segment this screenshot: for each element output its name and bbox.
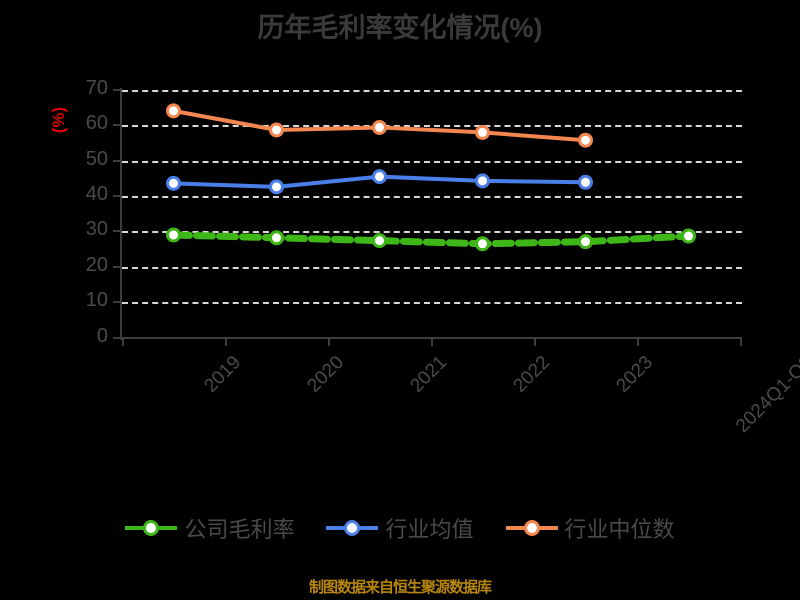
gridline [122, 231, 742, 234]
data-point-marker[interactable] [475, 124, 490, 140]
y-axis-tick [113, 301, 122, 304]
legend-label: 公司毛利率 [184, 517, 295, 542]
y-axis-tick [113, 124, 122, 127]
x-axis-tick [740, 338, 742, 346]
gridline [122, 160, 742, 163]
legend-item-1[interactable]: 行业均值 [326, 512, 474, 544]
series-2 [166, 103, 593, 148]
chart-footnote: 制图数据来自恒生聚源数据库 [308, 579, 492, 596]
legend-label: 行业均值 [385, 517, 474, 542]
legend-item-2[interactable]: 行业中位数 [505, 512, 675, 544]
y-axis-line [120, 88, 122, 340]
data-point-marker[interactable] [578, 174, 593, 190]
x-axis-tick [534, 338, 536, 346]
y-axis-tick [113, 265, 122, 268]
y-axis-tick [113, 336, 122, 339]
data-point-marker[interactable] [372, 119, 387, 135]
y-axis-tick [113, 195, 122, 198]
data-point-marker[interactable] [578, 234, 593, 250]
data-point-marker[interactable] [475, 173, 490, 189]
y-axis-label: 50 [85, 147, 108, 170]
data-point-marker[interactable] [578, 132, 593, 148]
series-0 [166, 227, 696, 252]
gridline [122, 125, 742, 128]
data-point-marker[interactable] [269, 122, 284, 138]
data-point-marker[interactable] [166, 227, 181, 243]
legend-marker-icon [143, 520, 160, 536]
y-axis-tick [113, 89, 122, 91]
legend-swatch [125, 520, 178, 536]
chart-title: 历年毛利率变化情况(%) [257, 13, 543, 43]
legend-marker-icon [523, 520, 540, 536]
data-point-marker[interactable] [269, 179, 284, 195]
data-point-marker[interactable] [372, 233, 387, 249]
gridline [122, 196, 742, 199]
data-point-marker[interactable] [166, 175, 181, 191]
gridline [122, 302, 742, 305]
gridline [122, 90, 742, 92]
y-axis-label: 70 [85, 77, 108, 99]
data-point-marker[interactable] [475, 236, 490, 252]
series-1 [166, 169, 593, 195]
data-point-marker[interactable] [166, 103, 181, 119]
legend-item-0[interactable]: 公司毛利率 [125, 512, 294, 544]
x-axis-tick [637, 338, 639, 346]
y-axis-tick [113, 159, 122, 162]
y-axis-label: 0 [96, 324, 108, 347]
x-axis-tick [122, 338, 124, 346]
data-point-marker[interactable] [372, 169, 387, 185]
y-axis-label: 40 [85, 183, 108, 206]
gridline [122, 266, 742, 269]
legend-swatch [326, 520, 379, 536]
legend-marker-icon [344, 520, 361, 536]
x-axis-tick [328, 338, 330, 346]
y-axis-label: 60 [85, 112, 108, 135]
data-point-marker[interactable] [269, 230, 284, 246]
y-axis-label: 30 [85, 218, 108, 241]
y-axis-tick [113, 230, 122, 233]
data-point-marker[interactable] [681, 228, 696, 244]
y-axis-label: 10 [85, 289, 108, 312]
x-axis-tick [225, 338, 227, 346]
y-axis-label: 20 [85, 253, 108, 276]
series-line [170, 231, 692, 248]
chart-legend: 公司毛利率 行业均值 行业中位数 [0, 512, 800, 544]
legend-label: 行业中位数 [564, 517, 675, 542]
legend-swatch [505, 520, 558, 536]
x-axis-tick [431, 338, 433, 346]
